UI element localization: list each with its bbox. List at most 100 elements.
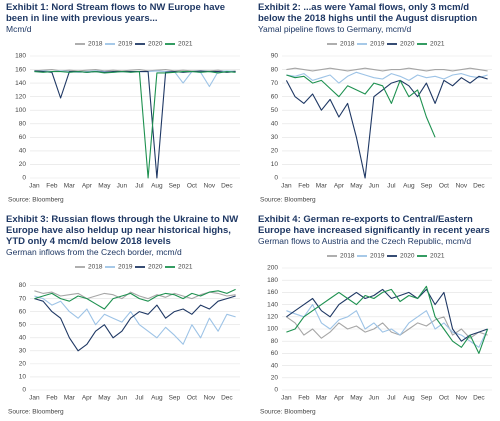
series-line [34, 70, 236, 88]
x-tick-label: Oct [187, 395, 197, 402]
series-line [286, 285, 489, 354]
x-tick-label: Jan [281, 183, 292, 190]
x-tick-label: May [98, 395, 111, 402]
legend-label: 2020 [148, 264, 163, 271]
legend-label: 2019 [118, 264, 133, 271]
y-tick-label: 70 [271, 80, 279, 87]
chart-panel: Exhibit 4: German re-exports to Central/… [252, 212, 500, 420]
y-tick-label: 30 [19, 348, 27, 355]
x-tick-label: Dec [473, 395, 485, 402]
y-tick-label: 10 [271, 161, 279, 168]
y-tick-label: 60 [19, 134, 27, 141]
chart-title: Exhibit 4: German re-exports to Central/… [258, 214, 490, 236]
y-tick-label: 40 [271, 120, 279, 127]
chart-subtitle: Mcm/d [6, 24, 32, 34]
chart-title: Exhibit 3: Russian flows through the Ukr… [6, 214, 239, 247]
x-tick-label: May [98, 183, 111, 190]
legend-label: 2021 [178, 264, 193, 271]
x-tick-label: Jun [369, 183, 380, 190]
y-tick-label: 20 [19, 361, 27, 368]
x-tick-label: Jan [29, 183, 40, 190]
x-tick-label: Nov [204, 395, 216, 402]
legend-label: 2020 [148, 41, 163, 48]
legend-label: 2018 [88, 41, 103, 48]
x-tick-label: Oct [439, 183, 449, 190]
y-tick-label: 60 [19, 308, 27, 315]
x-tick-label: Feb [46, 395, 58, 402]
x-tick-label: Nov [204, 183, 216, 190]
y-tick-label: 160 [15, 66, 26, 73]
series-line [286, 67, 488, 72]
y-tick-label: 0 [22, 175, 26, 182]
x-tick-label: Jul [135, 395, 144, 402]
series-line [34, 288, 236, 310]
series-line [286, 74, 436, 138]
chart: 0 20 40 60 80 100 120 140 160 180 200 Jan Feb Mar Apr M… [260, 253, 492, 416]
legend-label: 2019 [370, 41, 385, 48]
x-tick-label: Jan [29, 395, 40, 402]
y-tick-label: 180 [15, 53, 26, 60]
y-tick-label: 80 [19, 282, 27, 289]
x-tick-label: Jul [135, 183, 144, 190]
y-tick-label: 120 [267, 314, 278, 321]
chart-panel: Exhibit 2: ...as were Yamal flows, only … [252, 0, 500, 208]
y-tick-label: 70 [19, 295, 27, 302]
y-tick-label: 30 [271, 134, 279, 141]
y-tick-label: 0 [274, 175, 278, 182]
x-tick-label: Mar [316, 183, 328, 190]
y-tick-label: 50 [19, 321, 27, 328]
y-tick-label: 80 [271, 338, 279, 345]
y-tick-label: 40 [19, 148, 27, 155]
y-tick-label: 80 [271, 66, 279, 73]
x-tick-label: Sep [169, 183, 181, 190]
x-tick-label: Aug [403, 395, 415, 402]
x-tick-label: Apr [82, 183, 93, 190]
y-tick-label: 40 [271, 362, 279, 369]
source: Source: Bloomberg [260, 409, 316, 416]
chart-title: Exhibit 2: ...as were Yamal flows, only … [258, 2, 478, 24]
x-tick-label: Sep [421, 395, 433, 402]
x-tick-label: Jul [387, 395, 396, 402]
y-tick-label: 180 [267, 277, 278, 284]
series-line [34, 71, 236, 179]
x-tick-label: Mar [316, 395, 328, 402]
chart: 0 10 20 30 40 50 60 70 80 Jan Feb Mar Apr May Jun Jul Au… [8, 264, 240, 416]
chart-panel: Exhibit 3: Russian flows through the Ukr… [0, 212, 248, 420]
x-tick-label: Feb [46, 183, 58, 190]
legend-label: 2018 [340, 41, 355, 48]
x-tick-label: Dec [221, 183, 233, 190]
legend-label: 2021 [430, 41, 445, 48]
y-tick-label: 200 [267, 265, 278, 272]
chart-subtitle: German inflows from the Czech border, mc… [6, 247, 182, 257]
x-tick-label: Mar [64, 395, 76, 402]
y-tick-label: 90 [271, 53, 279, 60]
y-tick-label: 10 [19, 374, 27, 381]
x-tick-label: Apr [334, 183, 345, 190]
x-tick-label: Jan [281, 395, 292, 402]
y-tick-label: 100 [267, 326, 278, 333]
y-tick-label: 100 [15, 107, 26, 114]
series-line [286, 71, 488, 84]
x-tick-label: Oct [187, 183, 197, 190]
y-tick-label: 160 [267, 289, 278, 296]
x-tick-label: Jun [369, 395, 380, 402]
x-tick-label: Jul [387, 183, 396, 190]
source: Source: Bloomberg [8, 409, 64, 416]
x-tick-label: Feb [298, 395, 310, 402]
y-tick-label: 60 [271, 93, 279, 100]
series-line [34, 295, 236, 352]
x-tick-label: May [350, 183, 363, 190]
x-tick-label: Aug [403, 183, 415, 190]
x-tick-label: Apr [82, 395, 93, 402]
x-tick-label: Dec [473, 183, 485, 190]
legend-label: 2019 [118, 41, 133, 48]
legend-label: 2018 [88, 264, 103, 271]
chart: 0 20 40 60 80 100 120 140 160 180 Jan Feb Mar Apr May J… [8, 41, 240, 204]
y-tick-label: 140 [15, 80, 26, 87]
series-line [34, 290, 236, 300]
source: Source: Bloomberg [8, 197, 64, 204]
legend-label: 2020 [400, 41, 415, 48]
x-tick-label: Aug [151, 395, 163, 402]
chart-subtitle: Yamal pipeline flows to Germany, mcm/d [258, 24, 412, 34]
